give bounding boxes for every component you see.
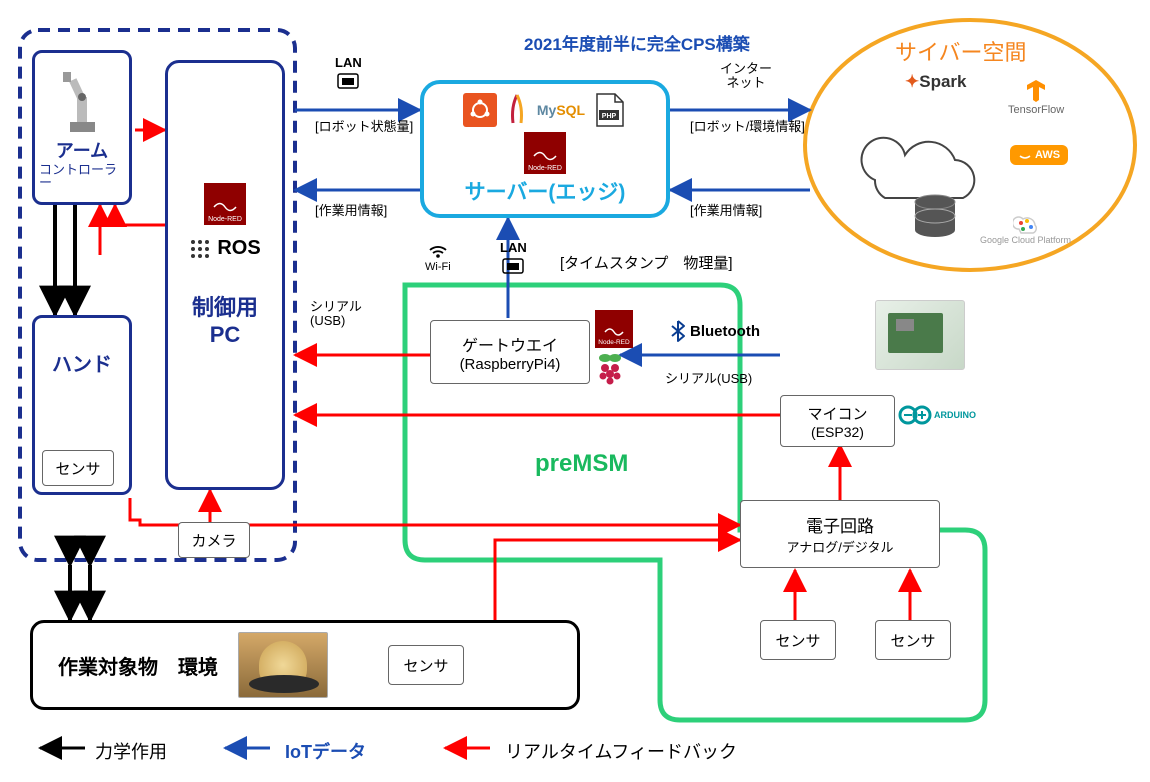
gateway-l2: (RaspberryPi4): [460, 356, 561, 373]
sensor1-label: センサ: [775, 630, 820, 651]
wifi-block: Wi-Fi: [425, 240, 451, 273]
premsm-label: preMSM: [535, 450, 628, 478]
robot-env-label: [ロボット/環境情報]: [690, 120, 805, 134]
control-pc-label-l2: PC: [192, 322, 258, 348]
control-pc-node: Node-RED ROS 制御用 PC: [165, 60, 285, 490]
nodered-gateway-label: Node-RED: [598, 339, 629, 346]
cyber-space-title: サイバー空間: [895, 35, 1027, 67]
edge-icons-row: MySQL PHP: [463, 92, 627, 128]
aws-icon: [1018, 150, 1032, 160]
tensorflow-block: TensorFlow: [1008, 78, 1064, 116]
php-file-icon: PHP: [591, 92, 627, 128]
circuit-l1: 電子回路: [806, 512, 874, 537]
tempura-photo: [238, 632, 328, 698]
gateway-node: ゲートウエイ (RaspberryPi4): [430, 320, 590, 384]
serial2-label: シリアル(USB): [665, 368, 752, 387]
internet-l2: ネット: [720, 76, 772, 90]
tensorflow-icon: [1023, 78, 1049, 104]
ros-label: ROS: [217, 237, 260, 260]
environment-node: 作業対象物 環境 センサ: [30, 620, 580, 710]
svg-text:PHP: PHP: [602, 113, 617, 120]
lan1-label: LAN: [335, 55, 362, 70]
robot-arm-icon: [55, 67, 110, 137]
gcp-icon: [1013, 215, 1039, 235]
internet-l1: インター: [720, 62, 772, 76]
robot-sensor-node: センサ: [42, 450, 114, 486]
lan2-label: LAN: [500, 240, 527, 255]
lan-icon: [336, 70, 360, 90]
arduino-icon: [898, 405, 932, 425]
gcp-label: Google Cloud Platform: [980, 235, 1071, 245]
timestamp-label: [タイムスタンプ 物理量]: [560, 252, 733, 273]
edge-server-node: MySQL PHP Node-RED サーバー(エッジ): [420, 80, 670, 218]
lan1-block: LAN: [335, 55, 362, 93]
lan2-block: LAN: [500, 240, 527, 278]
mcu-node: マイコン (ESP32): [780, 395, 895, 447]
legend-rt: リアルタイムフィードバック: [505, 738, 737, 764]
work-info2-label: [作業用情報]: [690, 200, 762, 219]
arm-controller-label: コントローラー: [39, 163, 125, 189]
raspberry-pi-icon: [595, 350, 625, 386]
sensor2-node: センサ: [875, 620, 951, 660]
cps-title: 2021年度前半に完全CPS構築: [524, 30, 750, 55]
wifi-icon: [426, 240, 450, 258]
serial1-l1: シリアル: [310, 300, 362, 314]
apache-icon: [503, 93, 531, 127]
wifi-label: Wi-Fi: [425, 261, 451, 273]
env-sensor-node: センサ: [388, 645, 464, 685]
tensorflow-label: TensorFlow: [1008, 104, 1064, 116]
arm-node: アーム コントローラー: [32, 50, 132, 205]
ros-row: ROS: [189, 237, 260, 260]
spark-label: ✦Spark: [905, 72, 967, 92]
nodered-label: Node-RED: [208, 216, 242, 223]
mysql-label: MySQL: [537, 102, 585, 118]
arm-label: アーム: [56, 137, 108, 163]
sensor1-node: センサ: [760, 620, 836, 660]
internet-block: インター ネット: [720, 62, 772, 91]
mcu-l1: マイコン: [807, 403, 867, 424]
nodered-icon-edge: Node-RED: [524, 132, 566, 174]
camera-node: カメラ: [178, 522, 250, 558]
lan2-icon: [501, 255, 525, 275]
arduino-label: ARDUINO: [934, 410, 976, 420]
circuit-l2: アナログ/デジタル: [786, 537, 893, 556]
robot-sensor-label: センサ: [55, 458, 100, 479]
gcp-block: Google Cloud Platform: [980, 215, 1071, 245]
camera-label: カメラ: [191, 530, 236, 551]
aws-label: AWS: [1035, 149, 1060, 161]
mcu-photo: [875, 300, 965, 370]
nodered-edge-label: Node-RED: [528, 165, 562, 172]
bluetooth-block: Bluetooth: [670, 320, 760, 342]
spark-text: Spark: [919, 72, 966, 91]
nodered-icon-gateway: Node-RED: [595, 310, 633, 348]
circuit-node: 電子回路 アナログ/デジタル: [740, 500, 940, 568]
legend-iot: IoTデータ: [285, 738, 366, 764]
legend-mech: 力学作用: [95, 738, 167, 764]
aws-block: AWS: [1010, 145, 1068, 165]
robot-state-label: [ロボット状態量]: [315, 120, 413, 134]
serial1-l2: (USB): [310, 314, 362, 328]
control-pc-label: 制御用 PC: [192, 290, 258, 348]
sensor2-label: センサ: [890, 630, 935, 651]
env-sensor-label: センサ: [403, 655, 448, 676]
hand-label: ハンド: [52, 348, 112, 377]
ubuntu-icon: [463, 93, 497, 127]
serial1-block: シリアル (USB): [310, 300, 362, 329]
cps-architecture-diagram: 2021年度前半に完全CPS構築 サイバー空間 アーム コントローラー ハンド …: [0, 0, 1150, 782]
arduino-block: ARDUINO: [898, 405, 976, 425]
gateway-l1: ゲートウエイ: [462, 332, 558, 356]
work-info-label: [作業用情報]: [315, 200, 387, 219]
ros-dots-icon: [189, 238, 211, 260]
control-pc-label-l1: 制御用: [192, 290, 258, 322]
nodered-icon: Node-RED: [204, 183, 246, 225]
bluetooth-icon: [670, 320, 686, 342]
edge-server-title: サーバー(エッジ): [465, 176, 626, 206]
mcu-l2: (ESP32): [811, 424, 864, 440]
env-label: 作業対象物 環境: [58, 651, 218, 680]
bluetooth-label: Bluetooth: [690, 323, 760, 340]
